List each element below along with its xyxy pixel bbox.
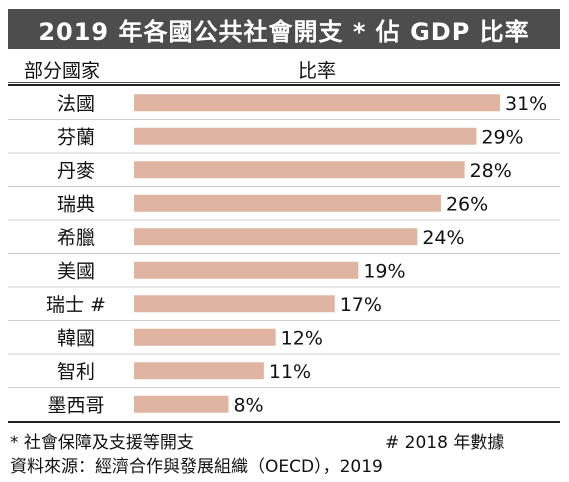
bar bbox=[134, 194, 441, 212]
category-label: 丹麥 bbox=[57, 160, 95, 182]
category-label: 智利 bbox=[57, 361, 95, 383]
bar bbox=[134, 328, 276, 346]
value-label: 29% bbox=[481, 126, 523, 148]
value-label: 31% bbox=[505, 93, 547, 115]
category-label: 韓國 bbox=[57, 327, 95, 349]
bar bbox=[134, 362, 264, 380]
value-label: 24% bbox=[422, 227, 464, 249]
value-label: 26% bbox=[446, 193, 488, 215]
category-label: 希臘 bbox=[57, 227, 95, 249]
category-label: 瑞士 # bbox=[46, 294, 106, 316]
column-header-ratio: 比率 bbox=[298, 60, 337, 82]
column-header-country: 部分國家 bbox=[24, 60, 101, 82]
category-label: 墨西哥 bbox=[47, 394, 104, 416]
footnote-swiss-data: # 2018 年數據 bbox=[385, 433, 505, 453]
bar bbox=[134, 127, 477, 145]
chart-title: 2019 年各國公共社會開支 * 佔 GDP 比率 bbox=[8, 9, 560, 49]
bar bbox=[134, 94, 500, 112]
bar bbox=[134, 161, 465, 179]
footnote-social-spending: * 社會保障及支援等開支 bbox=[10, 433, 194, 453]
chart-frame bbox=[8, 84, 560, 423]
category-label: 法國 bbox=[57, 93, 95, 115]
value-label: 11% bbox=[269, 361, 311, 383]
value-label: 17% bbox=[340, 294, 382, 316]
category-label: 美國 bbox=[57, 260, 95, 282]
header-divider bbox=[8, 82, 560, 83]
value-label: 28% bbox=[470, 160, 512, 182]
bar bbox=[134, 395, 229, 413]
category-label: 瑞典 bbox=[57, 193, 95, 215]
bar bbox=[134, 228, 418, 246]
value-label: 8% bbox=[233, 394, 263, 416]
value-label: 19% bbox=[363, 260, 405, 282]
footnote-source: 資料來源：經濟合作與發展組織（OECD），2019 bbox=[10, 457, 383, 477]
value-label: 12% bbox=[281, 327, 323, 349]
category-label: 芬蘭 bbox=[57, 126, 95, 148]
bar bbox=[134, 295, 335, 313]
bar bbox=[134, 261, 359, 279]
